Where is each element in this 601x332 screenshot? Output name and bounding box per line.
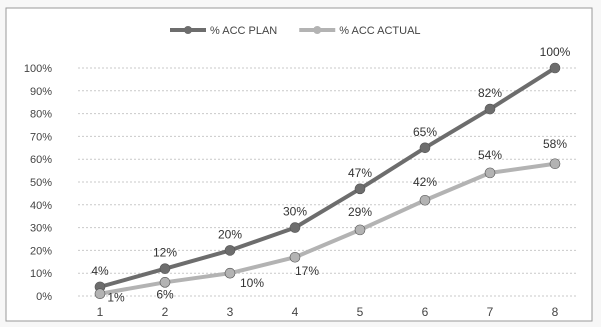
data-point xyxy=(224,267,236,279)
data-point xyxy=(289,251,301,263)
x-tick-label: 4 xyxy=(292,305,299,319)
legend-swatch-marker xyxy=(184,26,192,34)
legend-label: % ACC ACTUAL xyxy=(339,25,420,37)
data-label: 29% xyxy=(348,205,372,219)
series-line xyxy=(99,161,556,296)
series-line xyxy=(99,66,557,289)
legend: % ACC PLAN % ACC ACTUAL xyxy=(170,25,421,37)
y-tick-label: 60% xyxy=(30,154,52,166)
y-axis: 0% 10% 20% 30% 40% 50% 60% 70% 80% 90% 100% xyxy=(24,63,52,303)
gridlines xyxy=(78,67,577,297)
data-label: 10% xyxy=(240,276,264,290)
data-point xyxy=(549,62,561,74)
data-point xyxy=(159,263,171,274)
y-tick-label: 100% xyxy=(24,63,52,75)
data-point xyxy=(289,222,301,233)
x-axis: 1 2 3 4 5 6 7 8 xyxy=(97,305,559,319)
y-tick-label: 50% xyxy=(30,177,52,189)
x-tick-label: 6 xyxy=(422,305,429,319)
data-point xyxy=(354,183,366,195)
x-tick-label: 8 xyxy=(552,305,559,319)
x-tick-label: 1 xyxy=(97,305,104,319)
legend-item: % ACC ACTUAL xyxy=(299,25,421,37)
series-plan: 4% 12% 20% 30% 47% 65% 82% 100% xyxy=(91,45,571,293)
y-tick-label: 80% xyxy=(30,109,52,121)
y-tick-label: 90% xyxy=(30,86,52,98)
y-tick-label: 20% xyxy=(30,245,52,257)
data-label: 1% xyxy=(107,291,125,305)
data-label: 20% xyxy=(218,227,242,241)
x-tick-label: 5 xyxy=(357,305,364,319)
chart-frame xyxy=(5,7,593,322)
data-point xyxy=(549,158,561,170)
data-label: 65% xyxy=(413,125,437,139)
series-layer: 4% 12% 20% 30% 47% 65% 82% 100% 1% 6% 10% 17% 29% 42%… xyxy=(91,45,570,305)
data-label: 58% xyxy=(543,137,567,151)
data-point xyxy=(484,167,496,179)
data-point xyxy=(354,224,366,236)
y-tick-label: 40% xyxy=(30,200,52,212)
y-tick-label: 70% xyxy=(30,131,52,143)
data-label: 82% xyxy=(478,86,502,100)
data-label: 4% xyxy=(91,264,109,278)
legend-item: % ACC PLAN xyxy=(170,25,277,37)
data-label: 6% xyxy=(156,287,174,301)
data-point xyxy=(419,142,431,154)
data-label: 54% xyxy=(478,148,502,162)
data-label: 42% xyxy=(413,175,437,189)
data-point xyxy=(224,245,236,256)
data-point xyxy=(419,194,431,206)
y-tick-label: 30% xyxy=(30,223,52,235)
data-label: 30% xyxy=(283,205,307,219)
data-point xyxy=(94,288,106,300)
data-label: 12% xyxy=(153,246,177,260)
x-tick-label: 2 xyxy=(162,305,169,319)
data-label: 17% xyxy=(295,264,319,278)
x-tick-label: 3 xyxy=(227,305,234,319)
legend-swatch-marker xyxy=(313,26,322,34)
data-point xyxy=(159,277,171,288)
data-point xyxy=(484,103,496,115)
legend-label: % ACC PLAN xyxy=(210,25,277,37)
data-label: 47% xyxy=(348,166,372,180)
data-label: 100% xyxy=(540,45,571,59)
x-tick-label: 7 xyxy=(487,305,494,319)
y-tick-label: 0% xyxy=(36,291,52,303)
series-actual: 1% 6% 10% 17% 29% 42% 54% 58% xyxy=(94,137,567,305)
y-tick-label: 10% xyxy=(30,268,52,280)
